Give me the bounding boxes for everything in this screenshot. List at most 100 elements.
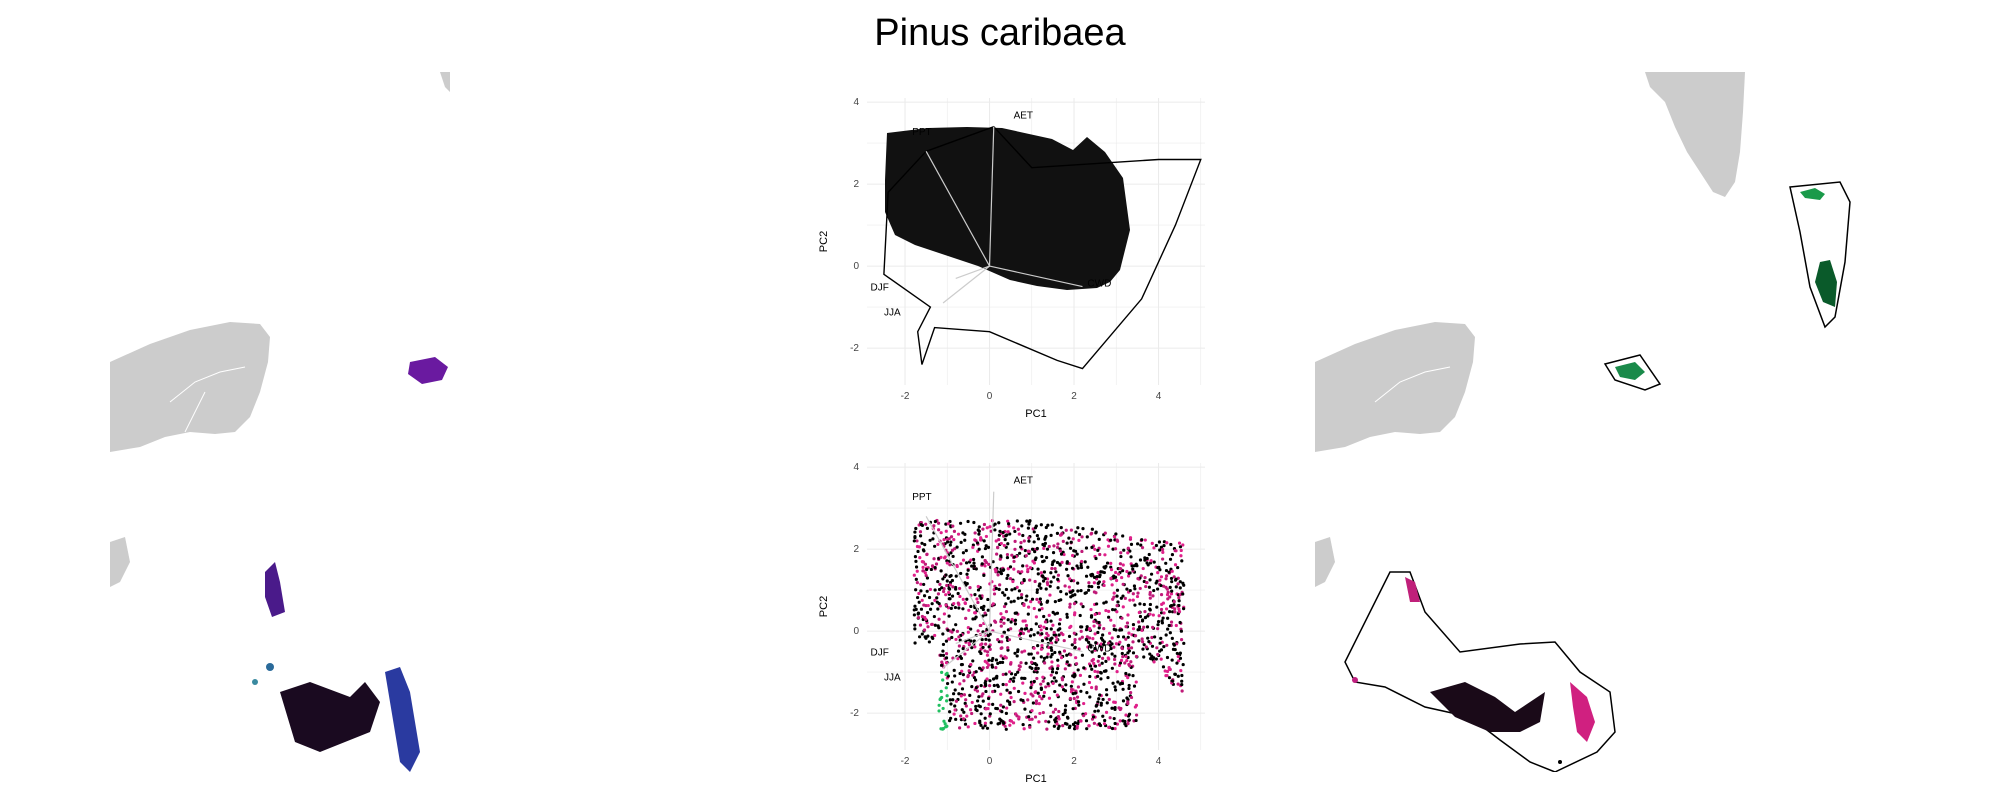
y-tick-label: 0 (853, 261, 859, 272)
scatter-point (1004, 610, 1009, 614)
scatter-point (1055, 693, 1059, 697)
scatter-point (996, 722, 1000, 726)
scatter-point (1118, 628, 1122, 632)
scatter-point (1097, 697, 1101, 701)
loading-vector-ppt (925, 516, 991, 632)
loading-label-djf: DJF (871, 283, 889, 294)
scatter-point (957, 692, 961, 696)
scatter-point (1179, 554, 1183, 558)
scatter-point (1015, 585, 1019, 589)
scatter-point (972, 564, 976, 568)
scatter-point (1001, 720, 1005, 724)
scatter-point (1060, 676, 1064, 680)
scatter-point (1179, 638, 1184, 642)
scatter-point (1178, 656, 1183, 660)
loading-label-jja: JJA (884, 672, 901, 683)
scatter-point (944, 522, 948, 526)
scatter-point (928, 538, 932, 542)
scatter-point (1113, 700, 1117, 705)
scatter-point (1087, 581, 1091, 585)
scatter-point (944, 639, 949, 643)
scatter-point (1118, 562, 1123, 566)
scatter-point (1035, 676, 1039, 681)
scatter-point (1137, 639, 1141, 643)
scatter-point (934, 562, 939, 566)
scatter-point (1113, 721, 1117, 726)
scatter-point (965, 572, 969, 576)
scatter-point (1058, 549, 1063, 553)
scatter-point (1172, 600, 1176, 604)
scatter-point (1121, 534, 1125, 538)
scatter-point (1156, 652, 1160, 657)
scatter-point (1134, 713, 1139, 717)
scatter-point (1067, 634, 1072, 638)
scatter-point (1105, 693, 1109, 697)
scatter-point (1087, 636, 1092, 640)
scatter-point (1007, 522, 1011, 526)
scatter-point (1138, 614, 1143, 619)
scatter-point (1005, 552, 1010, 557)
scatter-point (1095, 602, 1099, 606)
scatter-point (1162, 611, 1166, 615)
scatter-point (1165, 587, 1169, 591)
scatter-point (1071, 707, 1075, 711)
scatter-point (1012, 599, 1016, 603)
scatter-point (1131, 651, 1136, 655)
scatter-point (963, 532, 967, 536)
scatter-point (1025, 564, 1029, 568)
scatter-point (964, 698, 968, 702)
scatter-point (1137, 625, 1142, 629)
scatter-point (1096, 659, 1100, 663)
scatter-point (1042, 656, 1047, 660)
scatter-point (968, 586, 972, 590)
scatter-point (1070, 553, 1075, 558)
scatter-point (930, 602, 934, 606)
scatter-point (988, 632, 992, 636)
scatter-point (985, 653, 990, 657)
scatter-point (1021, 698, 1025, 703)
scatter-point (969, 558, 973, 562)
scatter-point (960, 687, 965, 691)
scatter-point (1180, 682, 1184, 687)
scatter-point (950, 630, 954, 634)
scatter-point (1034, 701, 1039, 706)
scatter-point (1125, 569, 1129, 574)
scatter-point (965, 597, 969, 601)
scatter-point (1161, 557, 1165, 561)
scatter-point (1013, 547, 1017, 551)
scatter-point (928, 587, 933, 592)
scatter-point (957, 586, 962, 591)
scatter-point (1029, 599, 1033, 604)
scatter-point (1099, 701, 1103, 705)
scatter-point (958, 671, 962, 676)
scatter-point (1029, 652, 1033, 656)
scatter-point (990, 665, 995, 669)
scatter-point (1180, 679, 1184, 683)
scatter-point (939, 531, 943, 535)
scatter-point (1025, 594, 1029, 598)
scatter-point (1081, 605, 1085, 609)
scatter-point (1126, 635, 1130, 639)
scatter-point (1170, 553, 1175, 557)
scatter-point (957, 606, 961, 610)
scatter-point (1103, 718, 1107, 723)
scatter-point (1168, 604, 1173, 608)
scatter-point (1161, 665, 1166, 669)
scatter-point (988, 525, 992, 529)
scatter-point (1058, 563, 1062, 567)
scatter-point (1142, 602, 1146, 607)
scatter-point (1005, 636, 1009, 640)
scatter-point (1003, 724, 1007, 728)
scatter-point (1120, 646, 1124, 650)
scatter-point (988, 684, 992, 688)
scatter-point (1115, 610, 1119, 614)
scatter-point (1043, 620, 1048, 624)
scatter-point (1039, 602, 1043, 606)
country-border (1374, 366, 1451, 403)
scatter-point (974, 615, 978, 619)
scatter-point (1087, 588, 1091, 592)
scatter-point (969, 662, 973, 667)
scatter-point (917, 635, 922, 639)
scatter-point (1158, 578, 1162, 582)
scatter-point (1076, 581, 1080, 585)
